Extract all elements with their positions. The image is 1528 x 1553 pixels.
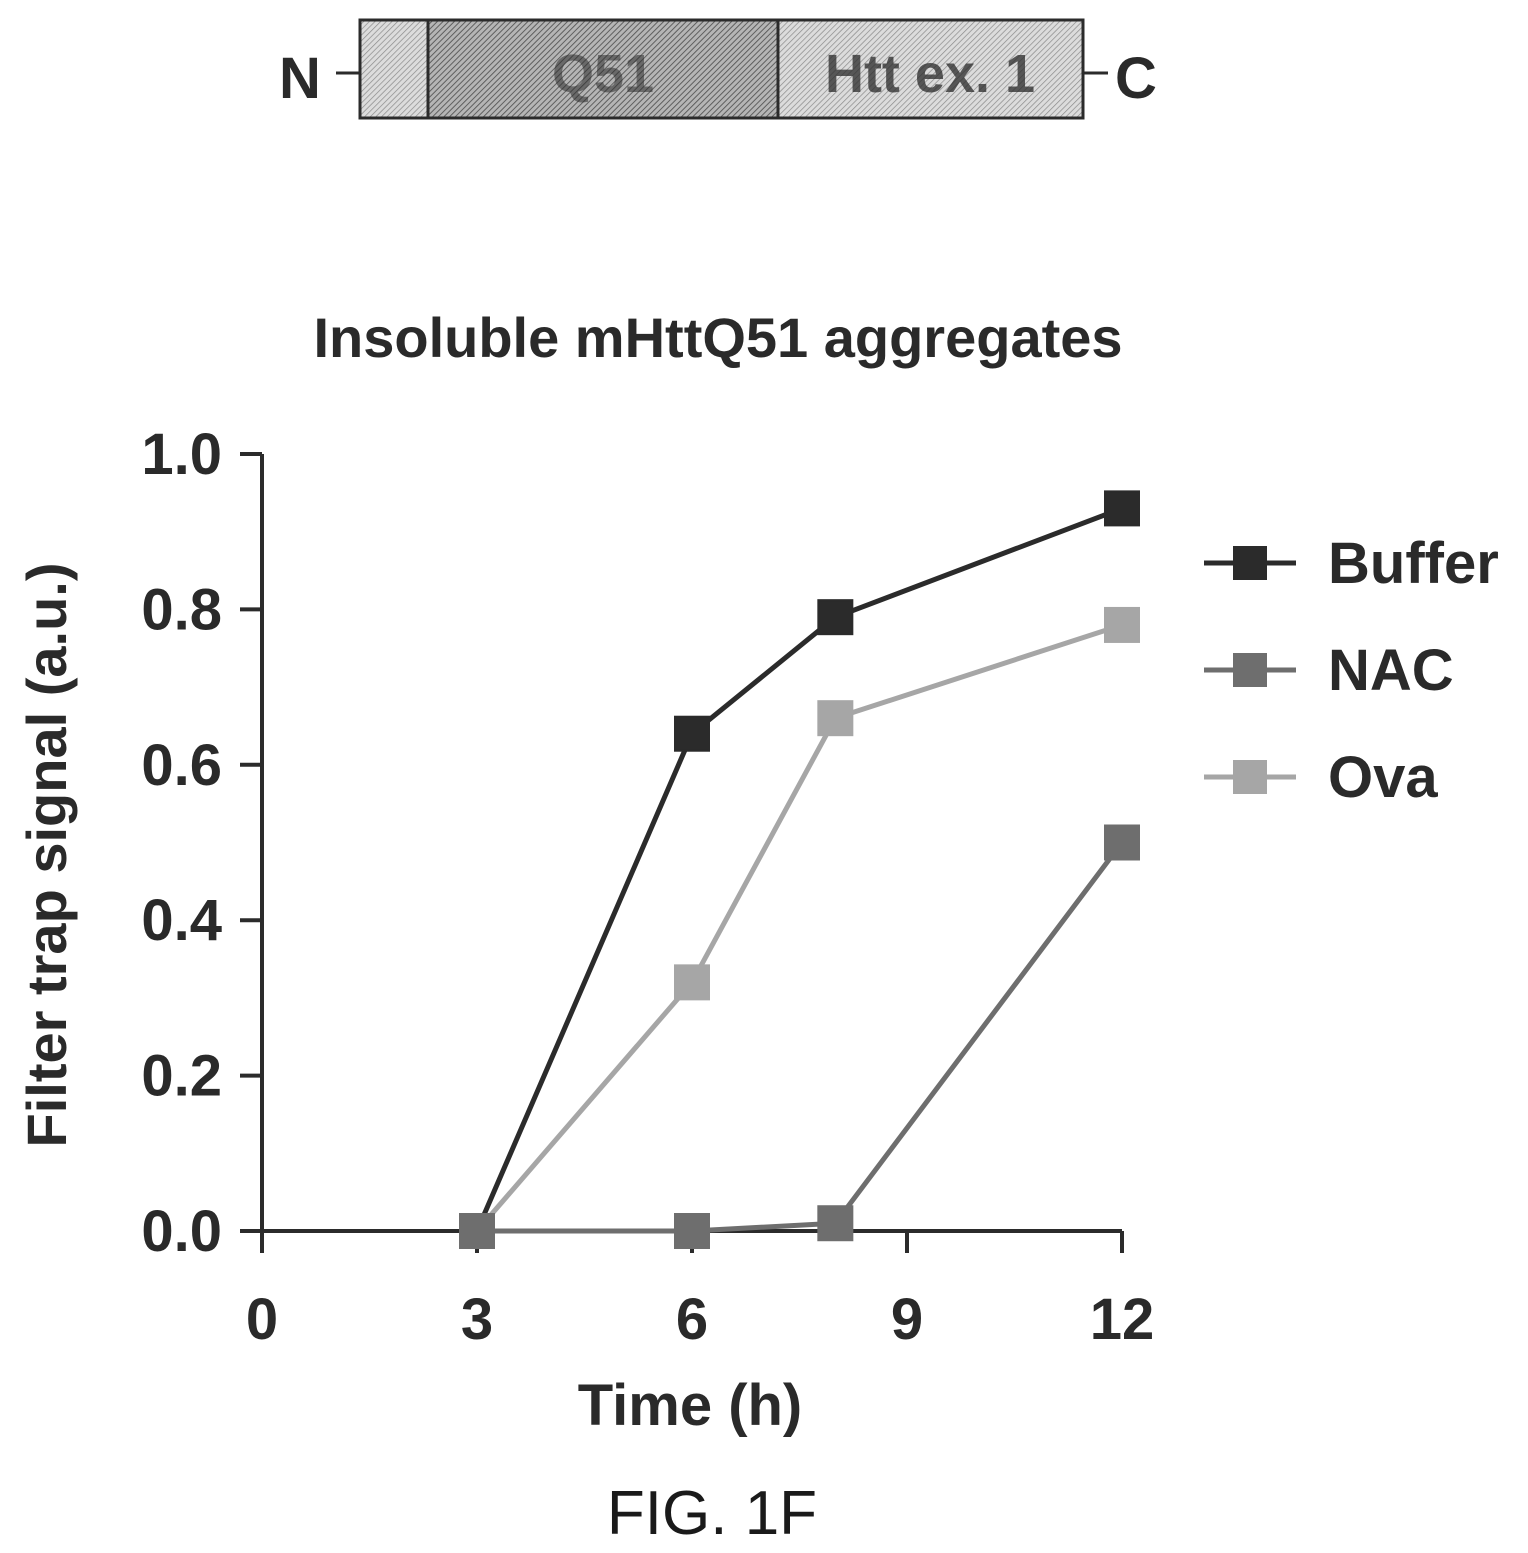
n-terminus-label: N: [279, 46, 321, 111]
y-tick-label: 0.2: [141, 1044, 222, 1109]
line-chart: Insoluble mHttQ51 aggregates 0.00.20.40.…: [15, 306, 1499, 1438]
data-point-ova: [1104, 606, 1140, 643]
data-point-buffer: [674, 715, 710, 752]
x-tick-labels: 0 3 6 9 12: [246, 1287, 1154, 1352]
x-tick-label: 0: [246, 1287, 278, 1352]
legend-label: Buffer: [1328, 531, 1499, 596]
x-tick-label: 12: [1090, 1287, 1155, 1352]
legend-marker: [1233, 760, 1267, 794]
c-terminus-label: C: [1115, 46, 1157, 111]
legend-item-nac: NAC: [1204, 638, 1454, 703]
x-tick-label: 9: [891, 1287, 923, 1352]
construct-n-segment: [358, 18, 430, 120]
data-point-buffer: [817, 599, 854, 636]
legend-label: Ova: [1328, 745, 1438, 810]
data-point-nac: [459, 1213, 495, 1249]
data-point-ova: [674, 964, 710, 1001]
x-tick-label: 6: [676, 1287, 708, 1352]
legend-label: NAC: [1328, 638, 1454, 703]
figure-label: FIG. 1F: [607, 1479, 817, 1548]
construct-diagram: N Q51 Htt ex. 1 C: [279, 18, 1157, 120]
data-point-ova: [817, 700, 854, 737]
data-point-buffer: [1104, 490, 1140, 527]
series-line-nac: [477, 840, 1124, 1234]
y-tick-labels: 0.0 0.2 0.4 0.6 0.8 1.0: [141, 422, 222, 1264]
legend-marker: [1233, 653, 1267, 687]
legend-item-buffer: Buffer: [1204, 531, 1499, 596]
x-axis-label: Time (h): [578, 1373, 803, 1438]
series-line-ova: [475, 622, 1123, 1233]
construct-htt-segment: [776, 18, 1085, 120]
htt-label: Htt ex. 1: [825, 44, 1035, 104]
y-axis-label: Filter trap signal (a.u.): [15, 563, 78, 1148]
y-tick-label: 0.8: [141, 577, 222, 642]
q51-label: Q51: [552, 44, 654, 104]
y-tick-label: 0.6: [141, 733, 222, 798]
y-tick-label: 1.0: [141, 422, 222, 487]
legend-marker: [1233, 546, 1267, 580]
series-line-buffer: [474, 506, 1123, 1232]
legend: Buffer NAC Ova: [1204, 531, 1499, 810]
chart-axes: [240, 452, 1124, 1253]
y-tick-label: 0.4: [141, 888, 222, 953]
chart-title: Insoluble mHttQ51 aggregates: [313, 306, 1122, 369]
legend-item-ova: Ova: [1204, 745, 1438, 810]
series-layer: [459, 490, 1140, 1249]
series-nac: [459, 824, 1140, 1249]
series-ova: [459, 606, 1140, 1249]
data-point-nac: [1104, 824, 1140, 861]
x-tick-label: 3: [461, 1287, 493, 1352]
data-point-nac: [817, 1205, 854, 1242]
y-tick-label: 0.0: [141, 1199, 222, 1264]
data-point-nac: [674, 1213, 710, 1249]
